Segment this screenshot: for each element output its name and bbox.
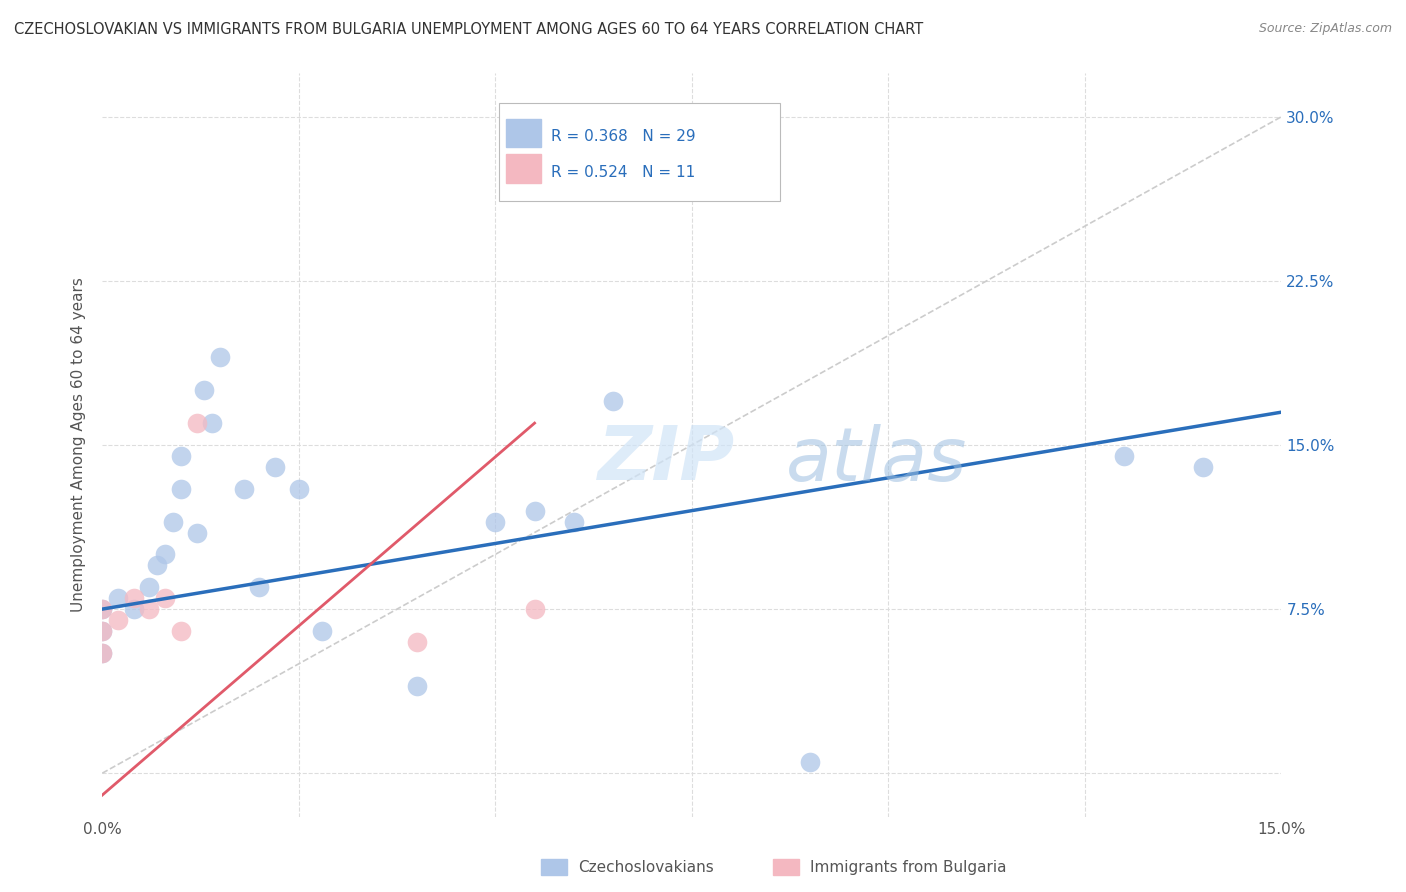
Point (405, 635, 427, 649)
Text: atlas: atlas (786, 424, 967, 496)
Point (138, 602, 160, 616)
Point (186, 416, 208, 430)
Text: Czechoslovakians: Czechoslovakians (578, 860, 714, 874)
Point (91, 624, 114, 638)
Point (562, 515, 585, 529)
Point (170, 482, 193, 496)
Point (153, 548, 176, 562)
Point (799, 756, 821, 770)
Point (232, 482, 254, 496)
Point (249, 580, 271, 594)
Point (264, 459, 287, 474)
Text: ZIP: ZIP (598, 424, 735, 496)
Point (186, 525, 208, 540)
Point (523, 602, 546, 616)
Point (602, 394, 624, 409)
Point (146, 558, 169, 573)
Point (107, 591, 129, 606)
Point (122, 602, 145, 616)
Point (201, 416, 224, 430)
Point (484, 515, 506, 529)
Point (287, 482, 309, 496)
Point (405, 679, 427, 693)
Point (1114, 449, 1136, 463)
Point (523, 503, 546, 517)
Point (170, 624, 193, 638)
Point (138, 580, 160, 594)
Point (107, 613, 129, 627)
Point (91, 602, 114, 616)
Point (91, 646, 114, 660)
Point (311, 624, 333, 638)
Text: Source: ZipAtlas.com: Source: ZipAtlas.com (1258, 22, 1392, 36)
Text: R = 0.368   N = 29: R = 0.368 N = 29 (551, 129, 696, 145)
Point (91, 602, 114, 616)
Point (1191, 459, 1213, 474)
Point (122, 591, 145, 606)
Text: Immigrants from Bulgaria: Immigrants from Bulgaria (810, 860, 1007, 874)
Point (162, 515, 184, 529)
Point (759, 175, 782, 189)
Point (193, 384, 215, 398)
Text: CZECHOSLOVAKIAN VS IMMIGRANTS FROM BULGARIA UNEMPLOYMENT AMONG AGES 60 TO 64 YEA: CZECHOSLOVAKIAN VS IMMIGRANTS FROM BULGA… (14, 22, 924, 37)
Y-axis label: Unemployment Among Ages 60 to 64 years: Unemployment Among Ages 60 to 64 years (72, 277, 86, 613)
Point (91, 624, 114, 638)
Point (153, 591, 176, 606)
Point (91, 646, 114, 660)
Text: R = 0.524   N = 11: R = 0.524 N = 11 (551, 165, 706, 180)
Point (170, 449, 193, 463)
Point (209, 351, 232, 365)
